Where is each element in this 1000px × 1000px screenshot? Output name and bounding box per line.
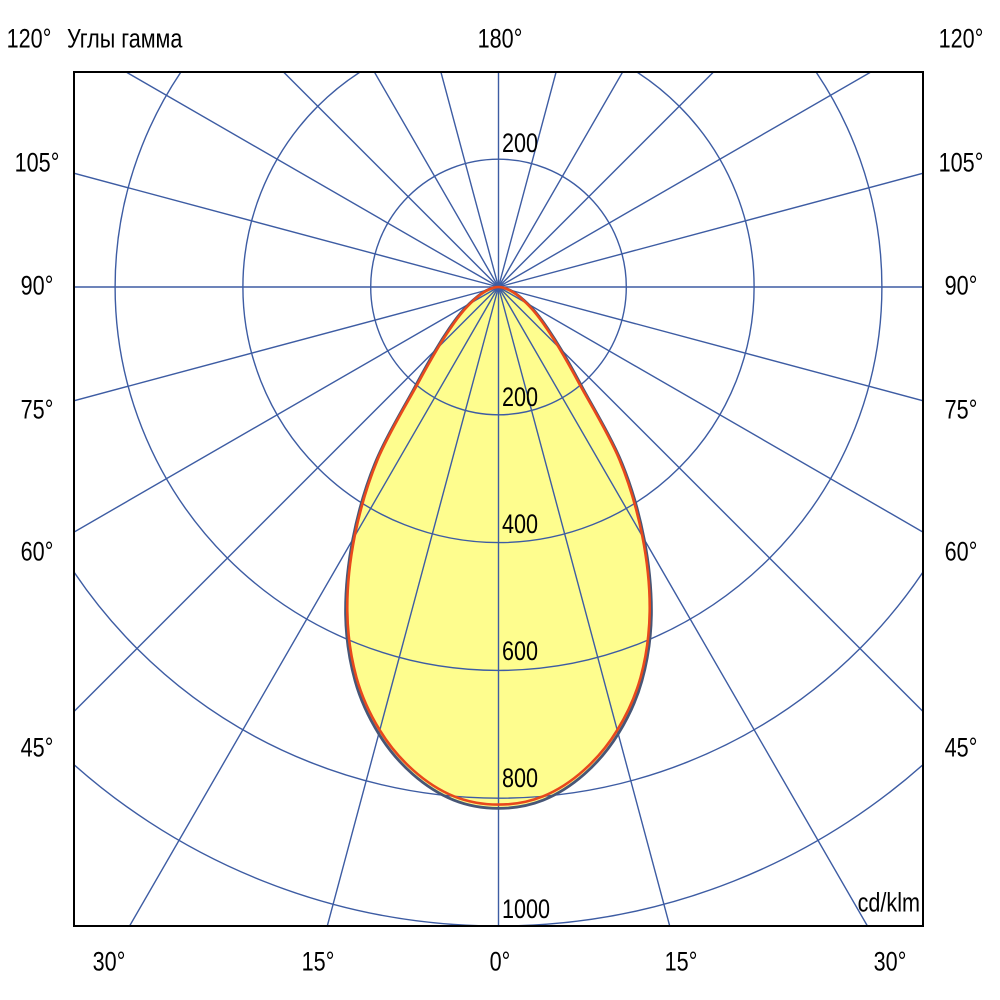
angle-label-right-105: 105° bbox=[938, 147, 984, 178]
angle-label-top-right: 120° bbox=[938, 23, 984, 54]
angle-label-left-105: 105° bbox=[14, 147, 60, 178]
radial-tick-label-1000: 1000 bbox=[502, 894, 551, 924]
angle-label-bottom-15l: 15° bbox=[301, 946, 335, 977]
plot-border bbox=[73, 71, 924, 927]
angle-label-right-90: 90° bbox=[944, 270, 978, 301]
angle-label-right-75: 75° bbox=[944, 394, 978, 425]
radial-tick-label-600: 600 bbox=[502, 636, 539, 666]
curve-c0-c180 bbox=[345, 285, 652, 806]
angle-label-bottom-15r: 15° bbox=[664, 946, 698, 977]
angle-label-left-90: 90° bbox=[20, 270, 54, 301]
page-title: Углы гамма bbox=[67, 23, 183, 54]
radial-tick-label-400: 400 bbox=[502, 509, 539, 539]
angle-label-top-center: 180° bbox=[477, 23, 523, 54]
angle-label-bottom-30l: 30° bbox=[92, 946, 126, 977]
angle-label-bottom-0: 0° bbox=[489, 946, 511, 977]
angle-label-left-45: 45° bbox=[20, 732, 54, 763]
unit-label: cd/klm bbox=[857, 887, 920, 918]
angle-label-right-60: 60° bbox=[944, 536, 978, 567]
radial-tick-label-800: 800 bbox=[502, 763, 539, 793]
angle-label-top-left: 120° bbox=[6, 23, 52, 54]
angle-label-left-75: 75° bbox=[20, 394, 54, 425]
angle-label-bottom-30r: 30° bbox=[873, 946, 907, 977]
angle-label-right-45: 45° bbox=[944, 732, 978, 763]
radial-tick-label-200: 200 bbox=[502, 382, 539, 412]
radial-tick-label-up-200: 200 bbox=[502, 128, 539, 158]
angle-label-left-60: 60° bbox=[20, 536, 54, 567]
